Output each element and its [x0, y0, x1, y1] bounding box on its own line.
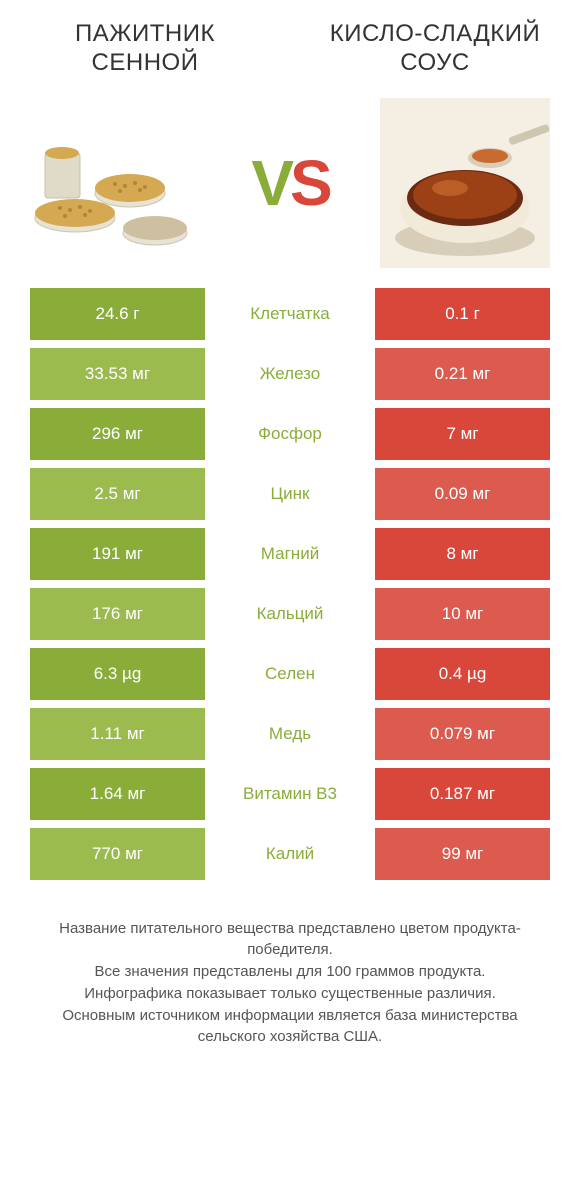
nutrient-label: Кальций	[205, 588, 375, 640]
right-value: 99 мг	[375, 828, 550, 880]
table-row: 2.5 мг Цинк 0.09 мг	[30, 468, 550, 520]
images-row: VS	[0, 78, 580, 288]
nutrient-label: Фосфор	[205, 408, 375, 460]
table-row: 176 мг Кальций 10 мг	[30, 588, 550, 640]
vs-s: S	[290, 147, 329, 219]
left-value: 191 мг	[30, 528, 205, 580]
nutrient-label: Селен	[205, 648, 375, 700]
table-row: 191 мг Магний 8 мг	[30, 528, 550, 580]
header: ПАЖИТНИК СЕННОЙ КИСЛО-СЛАДКИЙ СОУС	[0, 0, 580, 78]
vs-v: V	[251, 147, 290, 219]
left-product-image	[30, 98, 200, 268]
vs-label: VS	[251, 146, 328, 220]
nutrient-label: Калий	[205, 828, 375, 880]
left-value: 176 мг	[30, 588, 205, 640]
nutrient-label: Клетчатка	[205, 288, 375, 340]
table-row: 296 мг Фосфор 7 мг	[30, 408, 550, 460]
fenugreek-icon	[30, 98, 200, 268]
table-row: 6.3 µg Селен 0.4 µg	[30, 648, 550, 700]
right-value: 0.4 µg	[375, 648, 550, 700]
nutrient-label: Магний	[205, 528, 375, 580]
left-value: 6.3 µg	[30, 648, 205, 700]
right-product-title: КИСЛО-СЛАДКИЙ СОУС	[320, 20, 550, 78]
nutrient-label: Железо	[205, 348, 375, 400]
right-value: 0.187 мг	[375, 768, 550, 820]
table-row: 770 мг Калий 99 мг	[30, 828, 550, 880]
comparison-table: 24.6 г Клетчатка 0.1 г 33.53 мг Железо 0…	[0, 288, 580, 880]
right-value: 10 мг	[375, 588, 550, 640]
footer-line: Название питательного вещества представл…	[30, 918, 550, 962]
left-value: 24.6 г	[30, 288, 205, 340]
table-row: 33.53 мг Железо 0.21 мг	[30, 348, 550, 400]
right-value: 0.09 мг	[375, 468, 550, 520]
right-value: 0.21 мг	[375, 348, 550, 400]
table-row: 24.6 г Клетчатка 0.1 г	[30, 288, 550, 340]
footer-text: Название питательного вещества представл…	[0, 888, 580, 1049]
table-row: 1.11 мг Медь 0.079 мг	[30, 708, 550, 760]
left-value: 2.5 мг	[30, 468, 205, 520]
left-product-title: ПАЖИТНИК СЕННОЙ	[30, 20, 260, 78]
right-value: 0.079 мг	[375, 708, 550, 760]
nutrient-label: Медь	[205, 708, 375, 760]
left-value: 296 мг	[30, 408, 205, 460]
footer-line: Инфографика показывает только существенн…	[30, 983, 550, 1005]
footer-line: Все значения представлены для 100 граммо…	[30, 961, 550, 983]
nutrient-label: Витамин B3	[205, 768, 375, 820]
right-product-image	[380, 98, 550, 268]
left-value: 1.11 мг	[30, 708, 205, 760]
left-value: 33.53 мг	[30, 348, 205, 400]
left-value: 1.64 мг	[30, 768, 205, 820]
footer-line: Основным источником информации является …	[30, 1005, 550, 1049]
left-value: 770 мг	[30, 828, 205, 880]
table-row: 1.64 мг Витамин B3 0.187 мг	[30, 768, 550, 820]
right-value: 0.1 г	[375, 288, 550, 340]
nutrient-label: Цинк	[205, 468, 375, 520]
right-value: 8 мг	[375, 528, 550, 580]
right-value: 7 мг	[375, 408, 550, 460]
sauce-icon	[380, 98, 550, 268]
